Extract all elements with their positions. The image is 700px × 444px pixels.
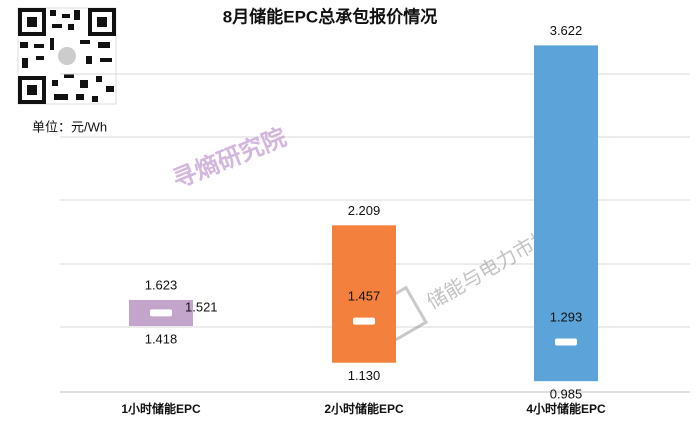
avg-label: 1.457 <box>348 289 381 304</box>
high-label: 3.622 <box>550 23 583 38</box>
range-bar <box>332 225 396 363</box>
range-bar <box>534 45 598 382</box>
low-label: 0.985 <box>550 387 583 402</box>
x-tick-label: 4小时储能EPC <box>526 401 606 416</box>
avg-marker <box>150 309 172 317</box>
avg-label: 1.521 <box>185 299 218 314</box>
avg-marker <box>353 317 375 325</box>
x-tick-label: 2小时储能EPC <box>324 401 404 416</box>
chart-title: 8月储能EPC总承包报价情况 <box>223 6 437 26</box>
avg-marker <box>555 338 577 346</box>
high-label: 2.209 <box>348 203 381 218</box>
high-label: 1.623 <box>145 277 178 292</box>
qr-code <box>17 7 117 105</box>
x-tick-label: 1小时储能EPC <box>121 401 201 416</box>
avg-label: 1.293 <box>550 309 583 324</box>
low-label: 1.130 <box>348 368 381 383</box>
low-label: 1.418 <box>145 331 178 346</box>
unit-label: 单位：元/Wh <box>32 119 107 134</box>
